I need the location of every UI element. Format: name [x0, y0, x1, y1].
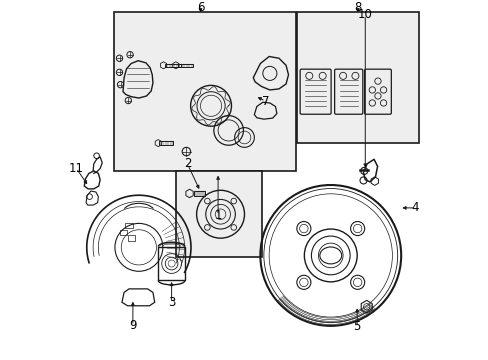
Text: 2: 2 [183, 157, 191, 170]
Text: 1: 1 [214, 209, 222, 222]
Text: 6: 6 [196, 1, 204, 14]
Text: 4: 4 [411, 201, 418, 215]
Bar [193, 192, 204, 195]
Text: 3: 3 [167, 297, 175, 310]
Bar [296, 13, 418, 143]
Text: 5: 5 [353, 320, 360, 333]
Bar [177, 63, 193, 67]
Text: 8: 8 [353, 1, 361, 14]
Bar [165, 63, 181, 67]
Bar [176, 171, 262, 257]
Bar [119, 230, 126, 235]
Bar [158, 247, 184, 280]
Text: 9: 9 [129, 319, 136, 332]
Bar [159, 141, 173, 144]
Bar [114, 13, 295, 171]
Text: 11: 11 [68, 162, 83, 175]
Text: 10: 10 [357, 8, 372, 22]
Bar [125, 223, 132, 228]
Text: 7: 7 [262, 95, 269, 108]
Bar [127, 235, 134, 240]
